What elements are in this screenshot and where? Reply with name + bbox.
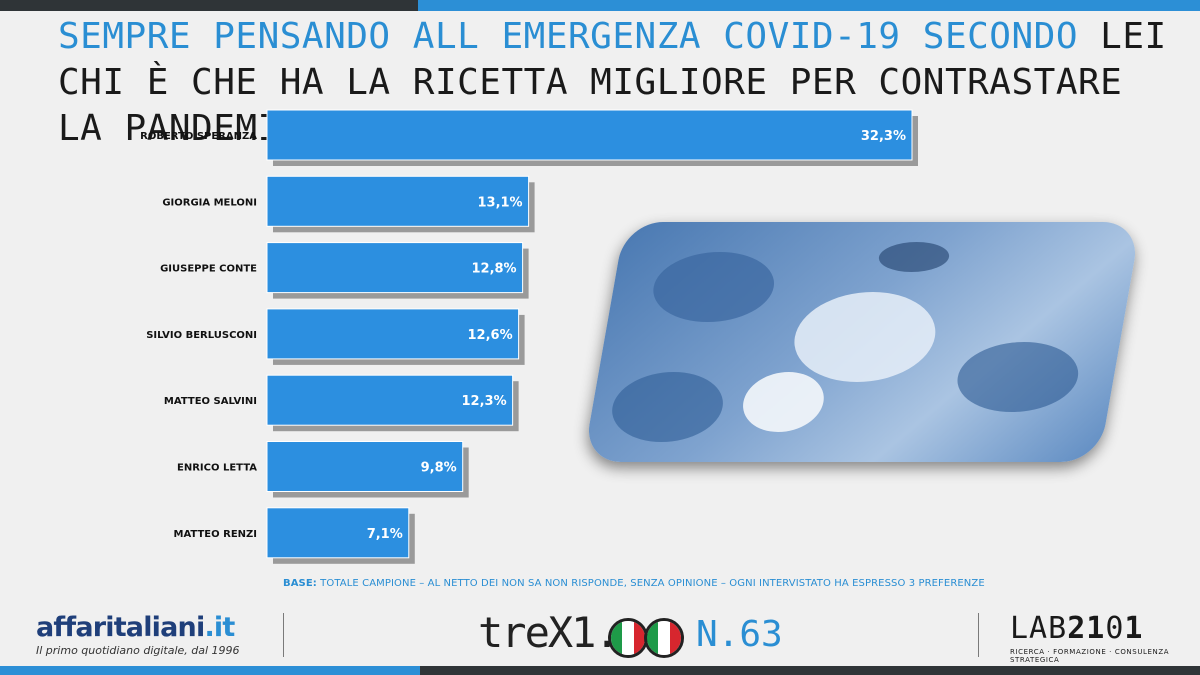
affaritaliani-name: affaritaliani [36, 612, 205, 643]
base-note: BASE: TOTALE CAMPIONE – AL NETTO DEI NON… [283, 578, 1183, 589]
value-label: 32,3% [861, 129, 906, 144]
trex-word: treX1. [478, 608, 620, 657]
affaritaliani-logo: affaritaliani.it Il primo quotidiano dig… [36, 612, 240, 657]
bar [266, 308, 520, 360]
top-bar-accent [418, 0, 1200, 11]
category-label: ENRICO LETTA [177, 463, 257, 474]
trex-issue-number: N.63 [696, 614, 783, 655]
bottom-bar [0, 666, 1200, 675]
category-label: ROBERTO SPERANZA [140, 131, 257, 142]
value-label: 12,8% [471, 262, 516, 277]
bar [266, 109, 913, 161]
footer-divider-right [978, 613, 979, 657]
affaritaliani-tagline: Il primo quotidiano digitale, dal 1996 [36, 644, 240, 657]
bar [266, 374, 514, 426]
base-note-text: TOTALE CAMPIONE – AL NETTO DEI NON SA NO… [316, 578, 985, 589]
bar [266, 441, 464, 492]
bar [266, 507, 410, 559]
category-label: GIORGIA MELONI [162, 197, 257, 208]
lab-tagline: RICERCA · FORMAZIONE · CONSULENZA STRATE… [1010, 648, 1170, 664]
affaritaliani-tld: .it [204, 612, 235, 643]
value-label: 12,6% [468, 328, 513, 343]
lab-word-c: 0 [1105, 611, 1125, 646]
travel-photo [582, 222, 1142, 462]
value-label: 12,3% [462, 394, 507, 409]
title-highlight: SEMPRE PENSANDO ALL EMERGENZA COVID-19 S… [58, 16, 1078, 57]
bar [266, 242, 524, 294]
category-label: GIUSEPPE CONTE [160, 264, 257, 275]
lab-word-d: 1 [1124, 611, 1144, 646]
italy-flag-circle-2 [644, 618, 684, 658]
lab-word-a: LAB [1010, 611, 1068, 646]
bar [266, 175, 530, 227]
value-label: 9,8% [421, 461, 457, 476]
italy-flag-circle-1 [608, 618, 648, 658]
category-label: MATTEO SALVINI [164, 396, 257, 407]
bottom-bar-accent [0, 666, 420, 675]
base-note-label: BASE: [283, 578, 317, 589]
category-label: MATTEO RENZI [174, 529, 257, 540]
footer-divider-left [283, 613, 284, 657]
bar-chart: ROBERTO SPERANZA 32,3% GIORGIA MELONI 13,1%… [140, 109, 918, 564]
category-label: SILVIO BERLUSCONI [146, 330, 257, 341]
lab2101-logo: LAB2101 RICERCA · FORMAZIONE · CONSULENZ… [1010, 611, 1200, 665]
lab-word-b: 21 [1067, 611, 1106, 646]
value-label: 7,1% [367, 527, 403, 542]
value-label: 13,1% [477, 195, 522, 210]
bars-group: ROBERTO SPERANZA 32,3% GIORGIA MELONI 13,1%… [140, 109, 918, 564]
